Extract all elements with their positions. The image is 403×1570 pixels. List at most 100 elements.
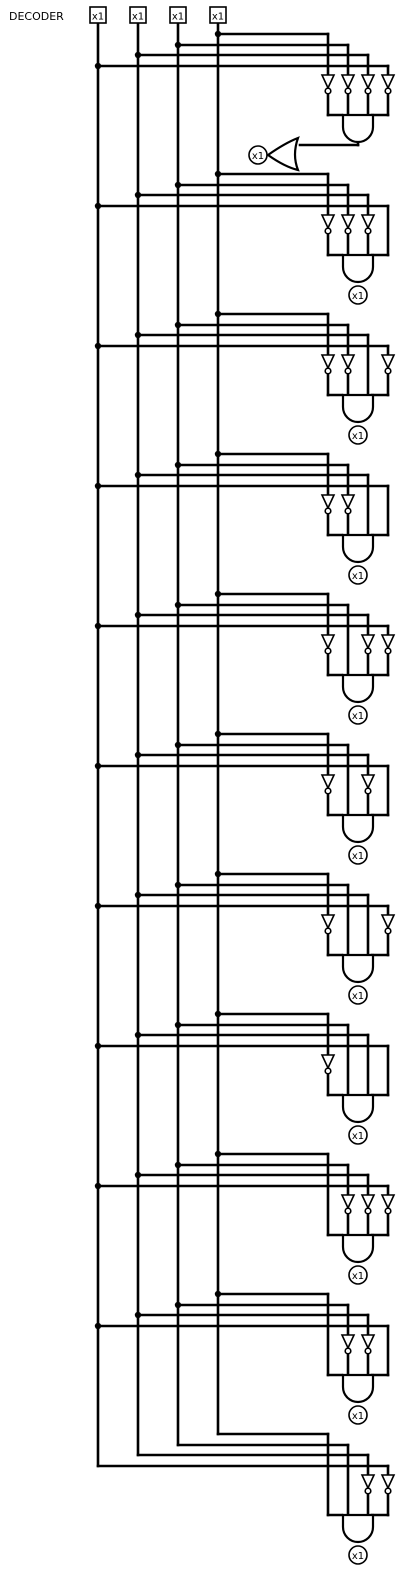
not-gate-triangle <box>320 634 336 650</box>
not-gate-bubble <box>344 1207 352 1215</box>
not-gate-bubble <box>364 1487 372 1495</box>
input-pin-box <box>129 6 147 24</box>
output-pin: x1 <box>348 565 368 585</box>
not-gate <box>340 214 356 235</box>
not-gate <box>360 74 376 95</box>
not-gate <box>380 74 396 95</box>
output-pin: x1 <box>248 145 268 165</box>
output-pin-label: x1 <box>352 1271 364 1282</box>
not-gate-bubble <box>324 647 332 655</box>
not-gate-bubble <box>364 787 372 795</box>
output-pin-circle <box>348 565 368 585</box>
not-gate-bubble <box>344 1347 352 1355</box>
not-gate-bubble <box>324 787 332 795</box>
output-pin: x1 <box>348 1125 368 1145</box>
not-gate-bubble <box>344 507 352 515</box>
output-pin: x1 <box>348 1545 368 1565</box>
not-gate-triangle <box>360 74 376 90</box>
input-pin-label: x1 <box>212 12 224 23</box>
output-pin-label: x1 <box>352 1411 364 1422</box>
not-gate <box>360 1194 376 1215</box>
not-gate-triangle <box>360 1334 376 1350</box>
not-gate <box>320 634 336 655</box>
not-gate <box>320 914 336 935</box>
not-gate-bubble <box>324 87 332 95</box>
output-pin: x1 <box>348 705 368 725</box>
input-pin-box <box>89 6 107 24</box>
not-gate-bubble <box>384 1207 392 1215</box>
and-gate <box>341 953 375 984</box>
not-gate-triangle <box>380 1474 396 1490</box>
not-gate-bubble <box>364 87 372 95</box>
and-gate <box>341 253 375 284</box>
not-gate <box>340 1334 356 1355</box>
not-gate <box>360 774 376 795</box>
output-pin-label: x1 <box>352 851 364 862</box>
not-gate <box>340 74 356 95</box>
and-gate <box>341 1373 375 1404</box>
output-pin: x1 <box>348 985 368 1005</box>
output-pin: x1 <box>348 1265 368 1285</box>
and-gate <box>341 393 375 424</box>
and-gate-body <box>341 393 375 424</box>
and-gate-body <box>341 953 375 984</box>
not-gate <box>340 1194 356 1215</box>
output-pin-label: x1 <box>352 1131 364 1142</box>
and-gate-body <box>341 1093 375 1124</box>
output-pin: x1 <box>348 845 368 865</box>
not-gate <box>380 914 396 935</box>
not-gate <box>320 354 336 375</box>
not-gate-bubble <box>324 927 332 935</box>
and-gate-body <box>341 253 375 284</box>
and-gate <box>341 1513 375 1544</box>
input-pin-4: x1 <box>209 6 227 24</box>
not-gate-bubble <box>324 1067 332 1075</box>
and-gate <box>341 1233 375 1264</box>
output-pin-circle <box>348 985 368 1005</box>
not-gate-triangle <box>380 1194 396 1210</box>
not-gate-bubble <box>384 367 392 375</box>
not-gate <box>340 354 356 375</box>
not-gate-triangle <box>360 214 376 230</box>
not-gate-triangle <box>380 74 396 90</box>
output-pin-circle <box>248 145 268 165</box>
output-pin-label: x1 <box>252 151 264 162</box>
output-pin-label: x1 <box>352 1551 364 1562</box>
and-gate <box>341 813 375 844</box>
not-gate <box>380 354 396 375</box>
and-gate <box>341 1093 375 1124</box>
output-pin-circle <box>348 1125 368 1145</box>
output-pin-label: x1 <box>352 571 364 582</box>
not-gate-triangle <box>320 214 336 230</box>
output-pin: x1 <box>348 285 368 305</box>
not-gate-triangle <box>360 1474 376 1490</box>
input-pin-box <box>209 6 227 24</box>
not-gate-bubble <box>384 1487 392 1495</box>
not-gate <box>380 1474 396 1495</box>
not-gate-bubble <box>364 647 372 655</box>
not-gate-bubble <box>344 87 352 95</box>
input-pin-label: x1 <box>132 12 144 23</box>
and-gate <box>341 673 375 704</box>
output-pin-label: x1 <box>352 711 364 722</box>
and-gate-body <box>341 813 375 844</box>
not-gate-triangle <box>380 914 396 930</box>
input-pin-3: x1 <box>169 6 187 24</box>
not-gate-bubble <box>344 227 352 235</box>
input-pin-label: x1 <box>172 12 184 23</box>
input-pin-label: x1 <box>92 12 104 23</box>
and-gate-body <box>341 533 375 564</box>
output-pin-circle <box>348 425 368 445</box>
not-gate-bubble <box>364 1347 372 1355</box>
not-gate-triangle <box>320 74 336 90</box>
input-pin-2: x1 <box>129 6 147 24</box>
or-gate <box>266 136 300 172</box>
not-gate-bubble <box>344 367 352 375</box>
not-gate-bubble <box>384 87 392 95</box>
not-gate-bubble <box>324 507 332 515</box>
not-gate-triangle <box>360 634 376 650</box>
not-gate-triangle <box>320 1054 336 1070</box>
output-pin-label: x1 <box>352 291 364 302</box>
not-gate <box>320 1054 336 1075</box>
not-gate-triangle <box>340 214 356 230</box>
